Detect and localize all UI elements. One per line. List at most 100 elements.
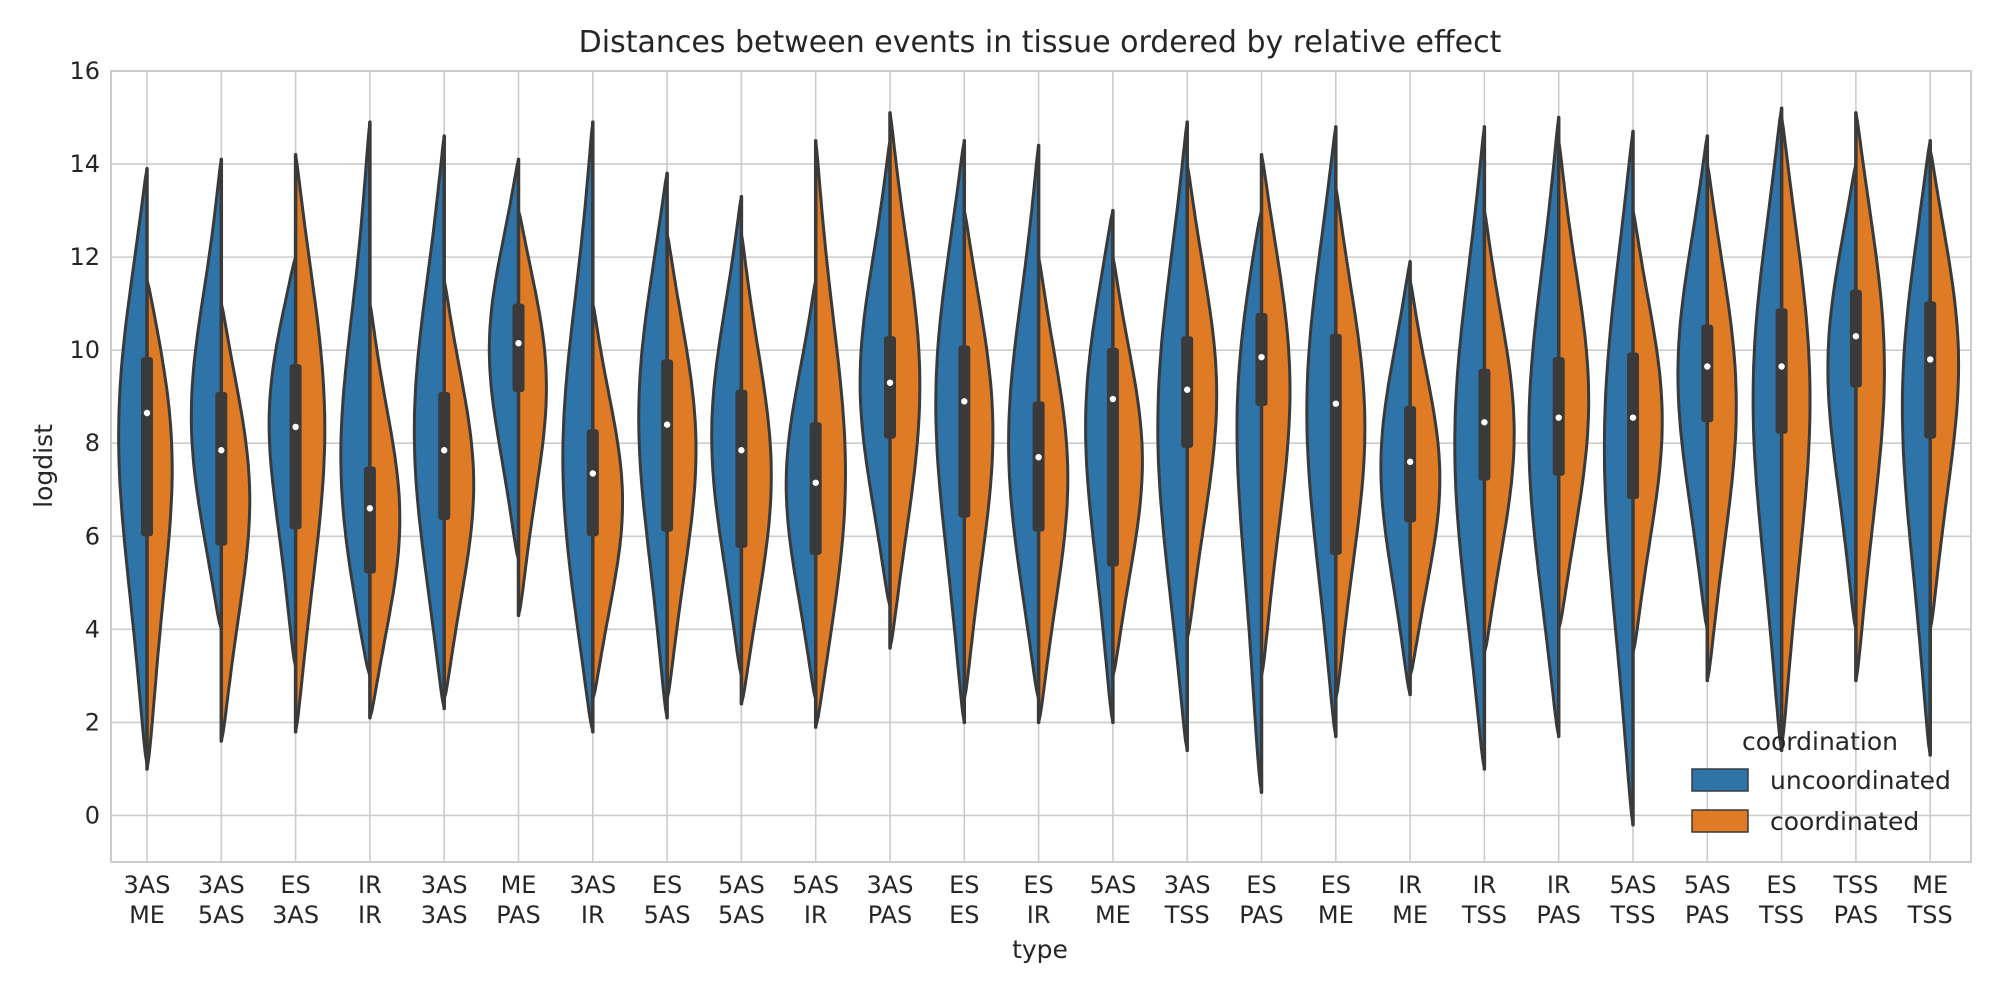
violin-half-coordinated <box>1037 255 1070 724</box>
x-tick-labels: 3ASME3AS5ASES3ASIRIR3AS3ASMEPAS3ASIRES5A… <box>124 871 1953 929</box>
violin-half-coordinated <box>814 139 847 729</box>
violin-half-uncoordinated <box>1453 125 1486 771</box>
violin-group <box>784 139 847 729</box>
x-tick-label-line2: TSS <box>1758 901 1804 929</box>
median-marker <box>1406 458 1414 466</box>
x-tick-label-line2: IR <box>581 901 605 929</box>
violin-group <box>1826 111 1886 683</box>
violin-half-uncoordinated <box>1379 260 1412 696</box>
iqr-box <box>289 364 302 530</box>
x-tick-label-line1: ES <box>1023 871 1053 899</box>
violin-group <box>267 153 327 734</box>
violin-half-coordinated <box>1111 255 1144 678</box>
violin-half-coordinated <box>1854 111 1886 683</box>
violin-half-uncoordinated <box>1305 125 1338 738</box>
violin-half-uncoordinated <box>710 195 743 678</box>
violin-half-coordinated <box>1705 162 1738 683</box>
violin-half-uncoordinated <box>189 157 223 631</box>
y-tick-labels: 0 2 4 6 8 10 12 14 16 <box>69 57 100 829</box>
legend-label-uncoordinated: uncoordinated <box>1770 766 1951 795</box>
median-marker <box>1629 414 1637 421</box>
iqr-box <box>1701 324 1714 423</box>
violin-half-uncoordinated <box>1084 209 1115 724</box>
violin-half-coordinated <box>517 209 548 617</box>
violin-group <box>1602 129 1664 827</box>
iqr-box <box>884 336 896 439</box>
violin-group <box>561 120 624 734</box>
violin-group <box>487 157 548 618</box>
median-marker <box>1778 363 1785 370</box>
violin-group <box>934 139 995 725</box>
x-tick-label-line1: 5AS <box>1610 871 1657 899</box>
median-marker <box>738 447 745 454</box>
x-tick-label-line1: ES <box>1766 871 1796 899</box>
violin-group <box>412 134 476 711</box>
violin-group <box>1156 120 1219 753</box>
violin-half-coordinated <box>1557 139 1591 631</box>
violin-group <box>710 194 773 706</box>
x-tick-label-line1: ES <box>1321 871 1351 899</box>
violin-half-coordinated <box>962 209 995 701</box>
violin-half-uncoordinated <box>637 171 669 720</box>
chart-title: Distances between events in tissue order… <box>579 25 1502 60</box>
legend-title: coordination <box>1742 727 1898 756</box>
median-marker <box>1258 353 1265 361</box>
x-tick-label-line1: ES <box>1246 871 1276 899</box>
violin-half-uncoordinated <box>561 120 595 734</box>
violin-half-coordinated <box>1185 162 1219 641</box>
x-tick-label-line1: 5AS <box>1089 871 1136 899</box>
iqr-box <box>438 392 451 521</box>
median-marker <box>1184 386 1191 393</box>
x-axis-label: type <box>1012 935 1068 964</box>
median-marker <box>589 470 596 477</box>
violins <box>117 106 1961 827</box>
violin-half-coordinated <box>591 302 624 701</box>
violin-half-uncoordinated <box>117 167 149 766</box>
median-marker <box>441 447 448 454</box>
iqr-box <box>363 466 376 574</box>
violin-half-coordinated <box>145 278 174 771</box>
iqr-box <box>141 357 153 537</box>
y-tick-label: 12 <box>69 243 100 271</box>
violin-group <box>1007 143 1070 725</box>
median-marker <box>1704 363 1711 370</box>
violin-half-uncoordinated <box>1900 139 1932 757</box>
legend-swatch-uncoordinated <box>1691 768 1749 792</box>
x-tick-label-line2: ES <box>949 901 979 929</box>
iqr-box <box>586 429 599 537</box>
iqr-box <box>1032 401 1045 532</box>
violin-group <box>1676 134 1738 683</box>
violin-group <box>1235 153 1292 794</box>
violin-group <box>1527 115 1591 739</box>
iqr-box <box>1106 347 1119 567</box>
violin-group <box>339 120 402 720</box>
x-tick-label-line1: 3AS <box>198 871 245 899</box>
violin-half-uncoordinated <box>1826 162 1858 631</box>
legend-swatch-coordinated <box>1691 809 1749 833</box>
violin-half-uncoordinated <box>412 134 446 710</box>
violin-half-uncoordinated <box>1602 129 1635 827</box>
x-tick-label-line2: IR <box>804 901 828 929</box>
x-tick-label-line2: PAS <box>1834 901 1879 929</box>
median-marker <box>366 505 374 512</box>
x-tick-label-line2: IR <box>358 901 382 929</box>
violin-half-uncoordinated <box>1676 134 1709 631</box>
violin-half-coordinated <box>1780 116 1812 748</box>
violin-group <box>1453 125 1516 771</box>
x-tick-label-line2: TSS <box>1609 901 1655 929</box>
violin-half-uncoordinated <box>267 255 298 669</box>
x-tick-label-line1: ME <box>501 871 537 899</box>
violin-group <box>1305 125 1367 739</box>
x-tick-label-line1: IR <box>1473 871 1497 899</box>
violin-half-coordinated <box>442 278 476 701</box>
y-tick-label: 0 <box>85 801 100 829</box>
x-tick-label-line2: PAS <box>1239 901 1284 929</box>
violin-half-coordinated <box>219 302 252 743</box>
x-tick-label-line1: ES <box>949 871 979 899</box>
iqr-box <box>958 345 971 518</box>
x-tick-label-line1: 3AS <box>124 871 171 899</box>
violin-group <box>189 157 252 743</box>
y-tick-label: 16 <box>69 57 100 85</box>
x-tick-label-line2: ME <box>1318 901 1354 929</box>
